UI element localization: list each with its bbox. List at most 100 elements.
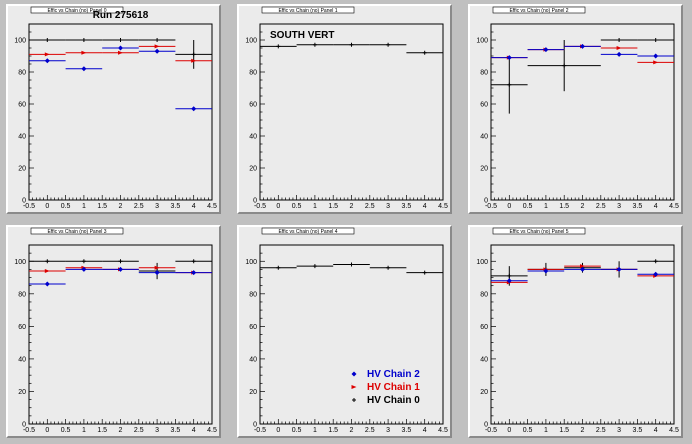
plot-frame	[259, 23, 444, 201]
x-tick-label: 3	[617, 427, 621, 434]
y-tick-label: 60	[18, 102, 26, 109]
y-tick-label: 100	[245, 38, 257, 45]
y-tick-label: 60	[18, 324, 26, 331]
data-point	[155, 38, 160, 42]
data-point	[349, 42, 354, 47]
x-tick-label: 1.5	[559, 427, 569, 434]
x-tick-label: 2.5	[365, 427, 375, 434]
x-tick-label: 1.5	[97, 203, 107, 210]
y-tick-label: 60	[480, 102, 488, 109]
data-point	[422, 270, 427, 275]
y-tick-label: 100	[476, 259, 488, 266]
data-point	[653, 271, 659, 277]
x-tick-label: 3.5	[633, 427, 643, 434]
plot-frame	[490, 23, 675, 201]
y-tick-label: 0	[22, 422, 26, 429]
x-tick-label: 0	[45, 427, 49, 434]
legend-label: HV Chain 2	[367, 369, 420, 380]
data-point	[349, 262, 354, 267]
data-point	[45, 259, 50, 264]
series-chain2	[29, 45, 212, 112]
title-box-text: Effic vs Chain (no) Panel 4	[278, 229, 337, 235]
title-box	[261, 227, 355, 235]
plot-1: Effic vs Chain (no) Panel 1-0.5 0 0.5 1 1.5 2…	[245, 6, 448, 210]
x-tick-label: 0.5	[292, 203, 302, 210]
y-tick-label: 80	[249, 291, 257, 298]
data-point	[507, 273, 512, 278]
data-point	[44, 269, 50, 274]
x-tick-label: 4	[192, 427, 196, 434]
x-tick-label: 2	[350, 427, 354, 434]
y-tick-label: 80	[18, 291, 26, 298]
data-point	[653, 53, 659, 59]
title-box-text: Effic vs Chain (no) Panel 0	[47, 8, 106, 14]
data-point	[276, 265, 281, 270]
x-tick-label: -0.5	[23, 427, 35, 434]
plot-2: Effic vs Chain (no) Panel 2-0.5 0 0.5 1 1.5 2…	[476, 6, 679, 210]
x-tick-label: 2.5	[596, 427, 606, 434]
data-point	[44, 281, 50, 287]
x-tick-label: 2.5	[596, 203, 606, 210]
x-tick-label: 1	[313, 427, 317, 434]
x-tick-label: -0.5	[485, 427, 497, 434]
title-box-text: Effic vs Chain (no) Panel 2	[509, 8, 568, 14]
y-tick-label: 60	[249, 102, 257, 109]
x-tick-label: 4	[423, 427, 427, 434]
y-tick-label: 40	[480, 134, 488, 141]
pad-0: Effic vs Chain (no) Panel 0 -0.5 0 0.5 1 1.5 2…	[6, 4, 221, 214]
data-point	[118, 266, 123, 272]
y-tick-label: 0	[484, 422, 488, 429]
data-point	[543, 47, 549, 53]
x-tick-label: 1	[313, 203, 317, 210]
x-tick-label: 3.5	[171, 427, 181, 434]
data-point	[580, 43, 585, 49]
data-point	[276, 44, 281, 49]
x-tick-label: 0.5	[523, 427, 533, 434]
plot-3: Effic vs Chain (no) Panel 3-0.5 0 0.5 1 1.5 2…	[14, 227, 217, 434]
x-tick-label: 3	[155, 427, 159, 434]
x-tick-label: 1.5	[559, 203, 569, 210]
x-tick-label: -0.5	[254, 203, 266, 210]
x-tick-label: 2	[119, 427, 123, 434]
y-tick-label: 40	[249, 134, 257, 141]
x-tick-label: 4	[192, 203, 196, 210]
x-tick-label: 3.5	[402, 203, 412, 210]
title-box	[492, 227, 586, 235]
x-tick-label: 4.5	[438, 427, 448, 434]
data-point	[44, 52, 50, 57]
data-point	[580, 264, 585, 269]
series-chain2	[29, 266, 212, 287]
x-tick-label: 1.5	[328, 203, 338, 210]
data-point	[580, 266, 585, 272]
data-point	[386, 265, 391, 270]
plot-5: Effic vs Chain (no) Panel 5-0.5 0 0.5 1 1.5 2…	[476, 227, 679, 434]
x-tick-label: 1	[82, 203, 86, 210]
data-point	[312, 42, 317, 47]
series-chain0	[491, 259, 674, 286]
data-point	[312, 264, 317, 269]
x-tick-label: 2	[119, 203, 123, 210]
series-chain2	[491, 266, 674, 284]
x-tick-label: 0	[45, 203, 49, 210]
x-tick-label: 1	[82, 427, 86, 434]
pad-3: Effic vs Chain (no) Panel 3 -0.5 0 0.5 1 1.5 2…	[6, 225, 221, 438]
data-point	[81, 38, 86, 42]
x-tick-label: 0	[276, 203, 280, 210]
x-tick-label: 2.5	[134, 203, 144, 210]
series-chain0	[29, 38, 212, 69]
x-tick-label: 0.5	[523, 203, 533, 210]
y-tick-label: 0	[22, 198, 26, 205]
data-point	[191, 270, 197, 276]
y-tick-label: 40	[18, 356, 26, 363]
x-tick-label: 3	[386, 427, 390, 434]
y-tick-label: 0	[253, 422, 257, 429]
x-tick-label: 1	[544, 427, 548, 434]
pad-4: Effic vs Chain (no) Panel 4 -0.5 0 0.5 1 1.5 2…	[237, 225, 452, 438]
y-tick-label: 40	[480, 356, 488, 363]
data-point	[616, 51, 622, 57]
data-point	[507, 82, 512, 87]
y-tick-label: 20	[249, 389, 257, 396]
data-point	[543, 268, 549, 274]
x-tick-label: -0.5	[254, 427, 266, 434]
legend-label: HV Chain 1	[367, 382, 420, 393]
